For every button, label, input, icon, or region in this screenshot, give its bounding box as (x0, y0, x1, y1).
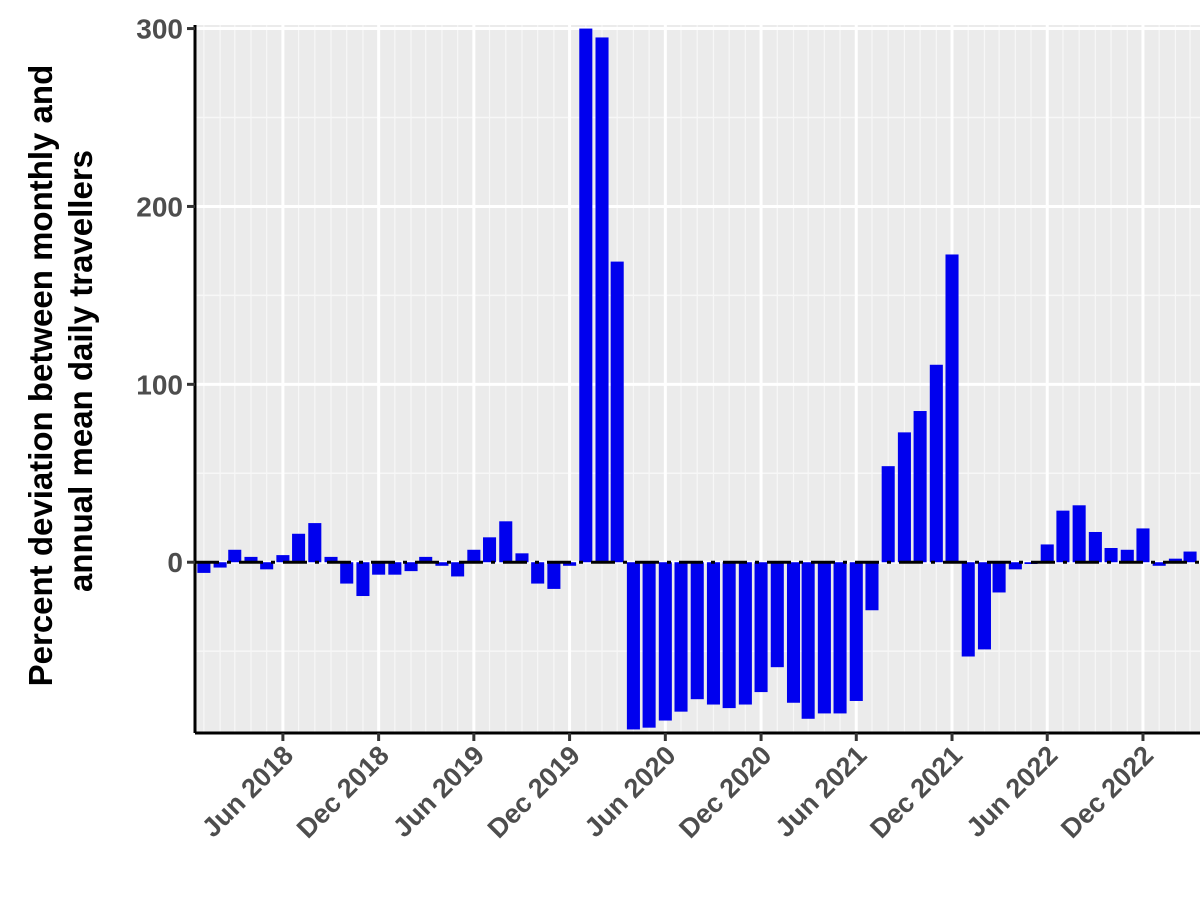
bar-2022-11 (1120, 549, 1134, 563)
x-tick-label: Dec 2021 (864, 740, 968, 844)
bar-2021-10 (913, 411, 927, 563)
y-tick-label: 100 (136, 369, 183, 400)
bar-2021-11 (929, 364, 943, 563)
bar-2018-08 (308, 523, 322, 563)
y-axis-title-line-2: annual mean daily travellers (62, 150, 99, 592)
bar-2022-06 (1040, 544, 1054, 563)
y-tick-label: 0 (167, 547, 183, 578)
axes (193, 25, 1200, 735)
bar-2021-07 (865, 562, 879, 611)
bar-2019-08 (499, 521, 513, 563)
y-axis-title: Percent deviation between monthly and an… (22, 56, 99, 687)
bar-2022-01 (961, 562, 975, 657)
bar-2018-12 (372, 562, 386, 575)
x-tick-label: Dec 2019 (482, 740, 586, 844)
bar-2021-04 (817, 562, 831, 714)
bar-2019-01 (388, 562, 402, 575)
bar-2023-02 (1168, 558, 1182, 563)
bar-2020-02 (595, 37, 609, 563)
bar-2022-08 (1072, 505, 1086, 563)
x-tick-label: Jun 2022 (961, 740, 1064, 843)
y-axis-title-line-1: Percent deviation between monthly and (22, 65, 59, 687)
x-tick-label: Jun 2021 (770, 740, 873, 843)
x-tick-label: Dec 2018 (291, 740, 395, 844)
bar-2023-01 (1152, 562, 1166, 566)
bar-2020-10 (722, 562, 736, 709)
bar-2019-10 (531, 562, 545, 584)
bar-2021-08 (881, 466, 895, 563)
bar-2019-04 (435, 562, 449, 566)
bar-2019-05 (451, 562, 465, 577)
bar-2022-02 (977, 562, 991, 650)
x-tick-label: Jun 2018 (196, 740, 299, 843)
bar-2018-04 (244, 556, 258, 563)
bar-2018-10 (340, 562, 354, 584)
bar-2022-09 (1088, 531, 1102, 563)
bar-2020-07 (674, 562, 688, 712)
bars (197, 28, 1197, 730)
y-ticks: 0 100 200 300 (136, 14, 195, 578)
bar-2018-03 (228, 549, 242, 563)
bar-2019-02 (404, 562, 418, 572)
bar-2019-09 (515, 553, 529, 563)
bar-2020-08 (690, 562, 704, 700)
bar-2018-07 (292, 533, 306, 563)
bar-2020-06 (658, 562, 672, 721)
bar-2021-03 (801, 562, 815, 719)
bar-2022-07 (1056, 510, 1070, 563)
bar-2021-01 (770, 562, 784, 668)
bar-2020-01 (579, 28, 593, 563)
bar-2022-04 (1008, 562, 1022, 570)
bar-2019-03 (419, 556, 433, 563)
bar-2020-03 (610, 261, 624, 563)
bar-2021-06 (849, 562, 863, 701)
bar-2021-02 (786, 562, 801, 703)
x-tick-label: Dec 2020 (673, 740, 777, 844)
x-tick-label: Jun 2020 (579, 740, 682, 843)
x-tick-label: Dec 2022 (1055, 740, 1159, 844)
bar-2018-01 (197, 562, 211, 573)
bar-2018-02 (213, 562, 227, 568)
bar-2023-03 (1183, 551, 1197, 563)
bar-2020-05 (642, 562, 656, 728)
bar-2022-03 (992, 562, 1006, 593)
bar-2022-12 (1136, 528, 1150, 563)
bar-2019-11 (547, 562, 561, 589)
bar-2020-12 (754, 562, 768, 693)
bar-2021-12 (945, 254, 959, 563)
y-tick-label: 200 (136, 191, 183, 222)
bar-2021-09 (897, 432, 911, 563)
bar-2020-04 (626, 562, 640, 730)
bar-2022-10 (1104, 547, 1118, 563)
x-tick-label: Jun 2019 (387, 740, 490, 843)
bar-2019-07 (483, 537, 497, 563)
bar-2019-06 (467, 549, 481, 563)
bar-2018-09 (324, 556, 338, 563)
bar-2018-06 (276, 555, 290, 563)
y-tick-label: 300 (136, 14, 183, 45)
bar-2018-11 (356, 562, 370, 597)
bar-2020-09 (706, 562, 720, 705)
bar-2019-12 (563, 562, 577, 566)
bar-2018-05 (260, 562, 274, 570)
bar-2021-05 (833, 562, 847, 714)
bar-2020-11 (738, 562, 752, 705)
